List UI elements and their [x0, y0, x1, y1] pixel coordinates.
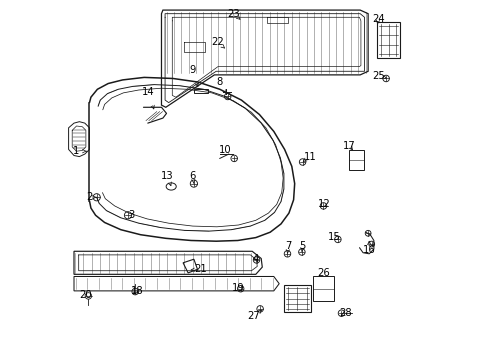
Text: 15: 15 [328, 232, 341, 242]
Text: 5: 5 [299, 240, 306, 251]
Text: 25: 25 [372, 71, 385, 81]
Text: 4: 4 [253, 254, 259, 264]
Text: 26: 26 [317, 268, 330, 278]
Text: 27: 27 [247, 311, 260, 321]
Text: 12: 12 [318, 199, 331, 210]
Polygon shape [74, 276, 279, 291]
Text: 9: 9 [190, 65, 196, 75]
Text: 14: 14 [142, 87, 154, 97]
Text: 20: 20 [79, 290, 92, 300]
Text: 24: 24 [372, 14, 385, 24]
Text: 21: 21 [195, 264, 207, 274]
Text: 10: 10 [219, 145, 231, 156]
Text: 6: 6 [190, 171, 196, 181]
Text: 11: 11 [303, 152, 316, 162]
Text: 8: 8 [217, 77, 223, 87]
Text: 18: 18 [131, 286, 143, 296]
Polygon shape [74, 251, 262, 274]
Polygon shape [194, 89, 208, 93]
Text: 1: 1 [73, 146, 79, 156]
Text: 28: 28 [339, 308, 351, 318]
Text: 7: 7 [285, 240, 292, 251]
Text: 3: 3 [128, 210, 135, 220]
Text: 13: 13 [161, 171, 174, 181]
Polygon shape [162, 10, 368, 107]
Polygon shape [183, 259, 197, 273]
Bar [377, 22, 400, 58]
Text: 2: 2 [86, 192, 93, 202]
Text: 23: 23 [227, 9, 240, 19]
Text: 16: 16 [363, 245, 375, 255]
Bar [313, 276, 334, 301]
Text: 19: 19 [231, 283, 244, 293]
Text: 17: 17 [343, 141, 356, 151]
Bar [284, 285, 311, 312]
Bar [349, 150, 364, 170]
Polygon shape [69, 122, 90, 157]
Text: 22: 22 [212, 37, 224, 48]
